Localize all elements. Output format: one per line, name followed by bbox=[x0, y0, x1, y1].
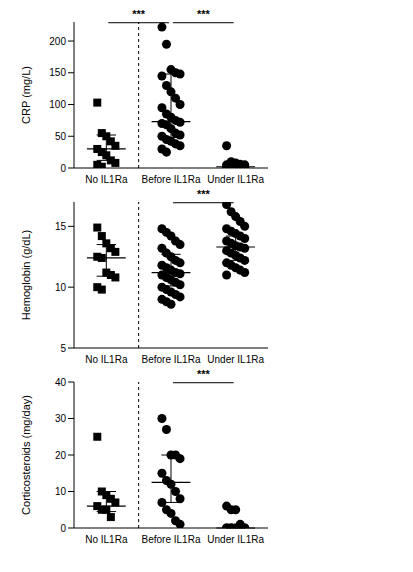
svg-text:Under IL1Ra: Under IL1Ra bbox=[207, 174, 264, 185]
svg-text:50: 50 bbox=[55, 131, 67, 142]
svg-text:***: *** bbox=[132, 8, 146, 20]
svg-text:200: 200 bbox=[49, 36, 66, 47]
svg-text:5: 5 bbox=[60, 343, 66, 354]
svg-text:Before IL1Ra: Before IL1Ra bbox=[142, 354, 201, 365]
svg-text:40: 40 bbox=[55, 377, 67, 388]
svg-text:No IL1Ra: No IL1Ra bbox=[85, 534, 128, 545]
svg-text:10: 10 bbox=[55, 282, 67, 293]
svg-text:Before IL1Ra: Before IL1Ra bbox=[142, 174, 201, 185]
svg-text:30: 30 bbox=[55, 413, 67, 424]
svg-text:15: 15 bbox=[55, 221, 67, 232]
svg-text:CRP (mg/L): CRP (mg/L) bbox=[20, 66, 32, 124]
svg-text:No IL1Ra: No IL1Ra bbox=[85, 174, 128, 185]
svg-text:100: 100 bbox=[49, 99, 66, 110]
svg-text:Hemoglobin (g/dL): Hemoglobin (g/dL) bbox=[20, 230, 32, 321]
svg-text:0: 0 bbox=[60, 163, 66, 174]
svg-text:Under IL1Ra: Under IL1Ra bbox=[207, 354, 264, 365]
svg-text:***: *** bbox=[197, 8, 211, 20]
svg-text:150: 150 bbox=[49, 67, 66, 78]
svg-text:20: 20 bbox=[55, 450, 67, 461]
svg-text:Before IL1Ra: Before IL1Ra bbox=[142, 534, 201, 545]
svg-text:Under IL1Ra: Under IL1Ra bbox=[207, 534, 264, 545]
svg-text:***: *** bbox=[197, 368, 211, 380]
svg-text:***: *** bbox=[197, 188, 211, 200]
svg-text:0: 0 bbox=[60, 523, 66, 534]
svg-text:No IL1Ra: No IL1Ra bbox=[85, 354, 128, 365]
svg-text:10: 10 bbox=[55, 486, 67, 497]
svg-text:Corticosteroids (mg/day): Corticosteroids (mg/day) bbox=[20, 395, 32, 515]
